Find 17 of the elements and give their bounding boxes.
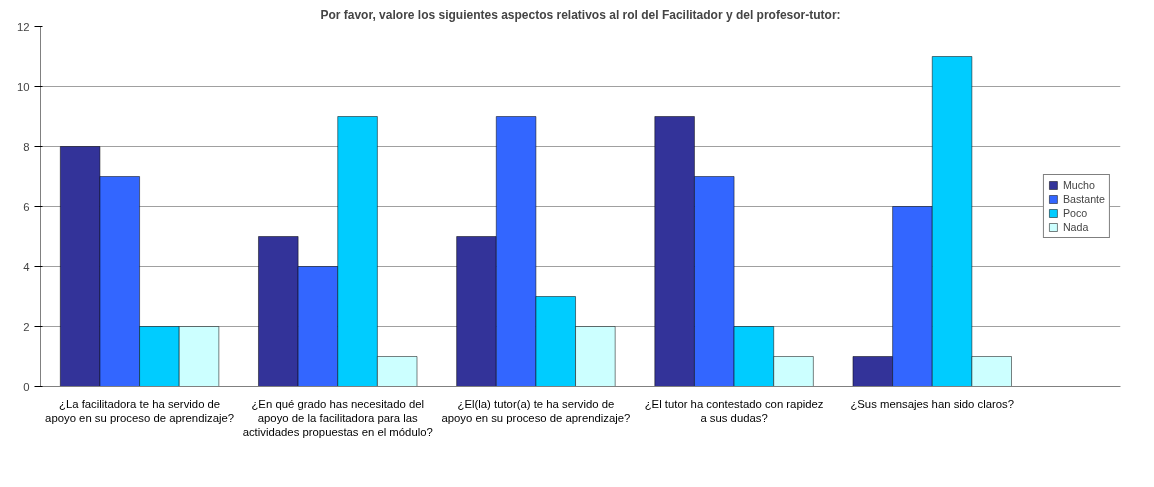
legend-label: Bastante xyxy=(1062,193,1105,205)
x-tick-label: ¿En qué grado has necesitado del apoyo de la facilitadora para las actividades propuestas en el módulo? xyxy=(242,397,433,439)
y-tick-label: 8 xyxy=(23,140,30,153)
chart-title: Por favor, valore los siguientes aspectos relativos al rol del Facilitador y del profesor-tutor: xyxy=(320,7,841,22)
y-tick-label: 6 xyxy=(23,200,30,213)
x-tick-label: ¿El tutor ha contestado con rapidez a sus dudas? xyxy=(644,397,824,424)
y-tick-label: 10 xyxy=(16,80,30,93)
x-tick-label: ¿El(la) tutor(a) te ha servido de apoyo en su proceso de aprendizaje? xyxy=(441,397,631,424)
x-tick-label: ¿Sus mensajes han sido claros? xyxy=(850,397,1015,410)
legend-label: Nada xyxy=(1062,221,1089,233)
y-tick-label: 4 xyxy=(23,260,30,273)
legend-label: Poco xyxy=(1062,207,1088,219)
y-tick-label: 0 xyxy=(23,380,30,393)
y-tick-label: 12 xyxy=(16,20,30,33)
x-tick-label: ¿La facilitadora te ha servido de apoyo en su proceso de aprendizaje? xyxy=(45,397,235,424)
legend-label: Mucho xyxy=(1062,179,1095,191)
y-tick-label: 2 xyxy=(23,320,30,333)
